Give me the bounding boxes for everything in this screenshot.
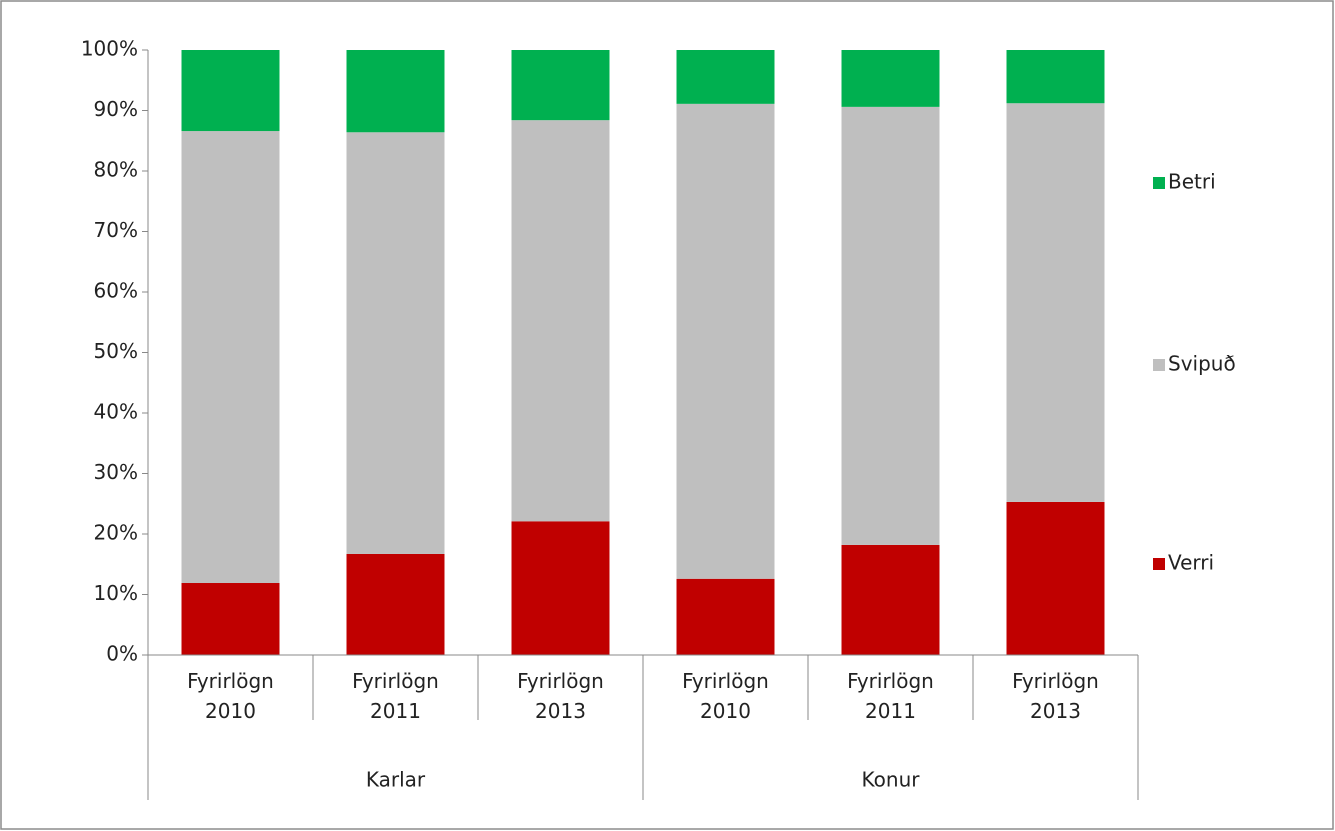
x-tick-label: Fyrirlögn 2013	[517, 669, 604, 723]
x-tick-label: Fyrirlögn 2011	[847, 669, 934, 723]
bar-segment	[841, 106, 940, 545]
y-tick-label: 90%	[94, 97, 138, 121]
bar-segment	[346, 132, 445, 554]
y-tick-label: 0%	[106, 642, 138, 666]
bar-segment	[511, 521, 610, 655]
y-tick-label: 70%	[94, 218, 138, 242]
bar-segment	[511, 50, 610, 121]
legend-swatch	[1153, 177, 1165, 189]
bar-segment	[676, 50, 775, 104]
x-tick-label: Fyrirlögn 2010	[682, 669, 769, 723]
bar-segment	[1006, 50, 1105, 104]
y-tick-label: 60%	[94, 279, 138, 303]
legend-swatch	[1153, 558, 1165, 570]
group-label: Konur	[862, 768, 921, 792]
legend-label: Verri	[1168, 551, 1214, 575]
bar-segment	[676, 578, 775, 655]
y-tick-label: 50%	[94, 339, 138, 363]
x-tick-label: Fyrirlögn 2011	[352, 669, 439, 723]
bar-segment	[346, 50, 445, 133]
bar-segment	[676, 103, 775, 579]
y-tick-label: 10%	[94, 581, 138, 605]
y-tick-label: 20%	[94, 521, 138, 545]
legend-label: Betri	[1168, 170, 1216, 194]
bar-segment	[511, 120, 610, 522]
bar-segment	[181, 131, 280, 584]
y-tick-label: 40%	[94, 400, 138, 424]
legend-label: Svipuð	[1168, 352, 1236, 376]
bar-segment	[841, 50, 940, 107]
bar-segment	[181, 583, 280, 655]
x-tick-label: Fyrirlögn 2013	[1012, 669, 1099, 723]
group-label: Karlar	[366, 768, 426, 792]
y-tick-label: 100%	[81, 37, 138, 61]
y-tick-label: 80%	[94, 158, 138, 182]
bar-segment	[181, 50, 280, 132]
x-tick-label: Fyrirlögn 2010	[187, 669, 274, 723]
legend-swatch	[1153, 359, 1165, 371]
y-tick-label: 30%	[94, 460, 138, 484]
bar-segment	[346, 553, 445, 655]
bar-segment	[1006, 103, 1105, 502]
bar-segment	[841, 544, 940, 655]
bar-segment	[1006, 501, 1105, 655]
